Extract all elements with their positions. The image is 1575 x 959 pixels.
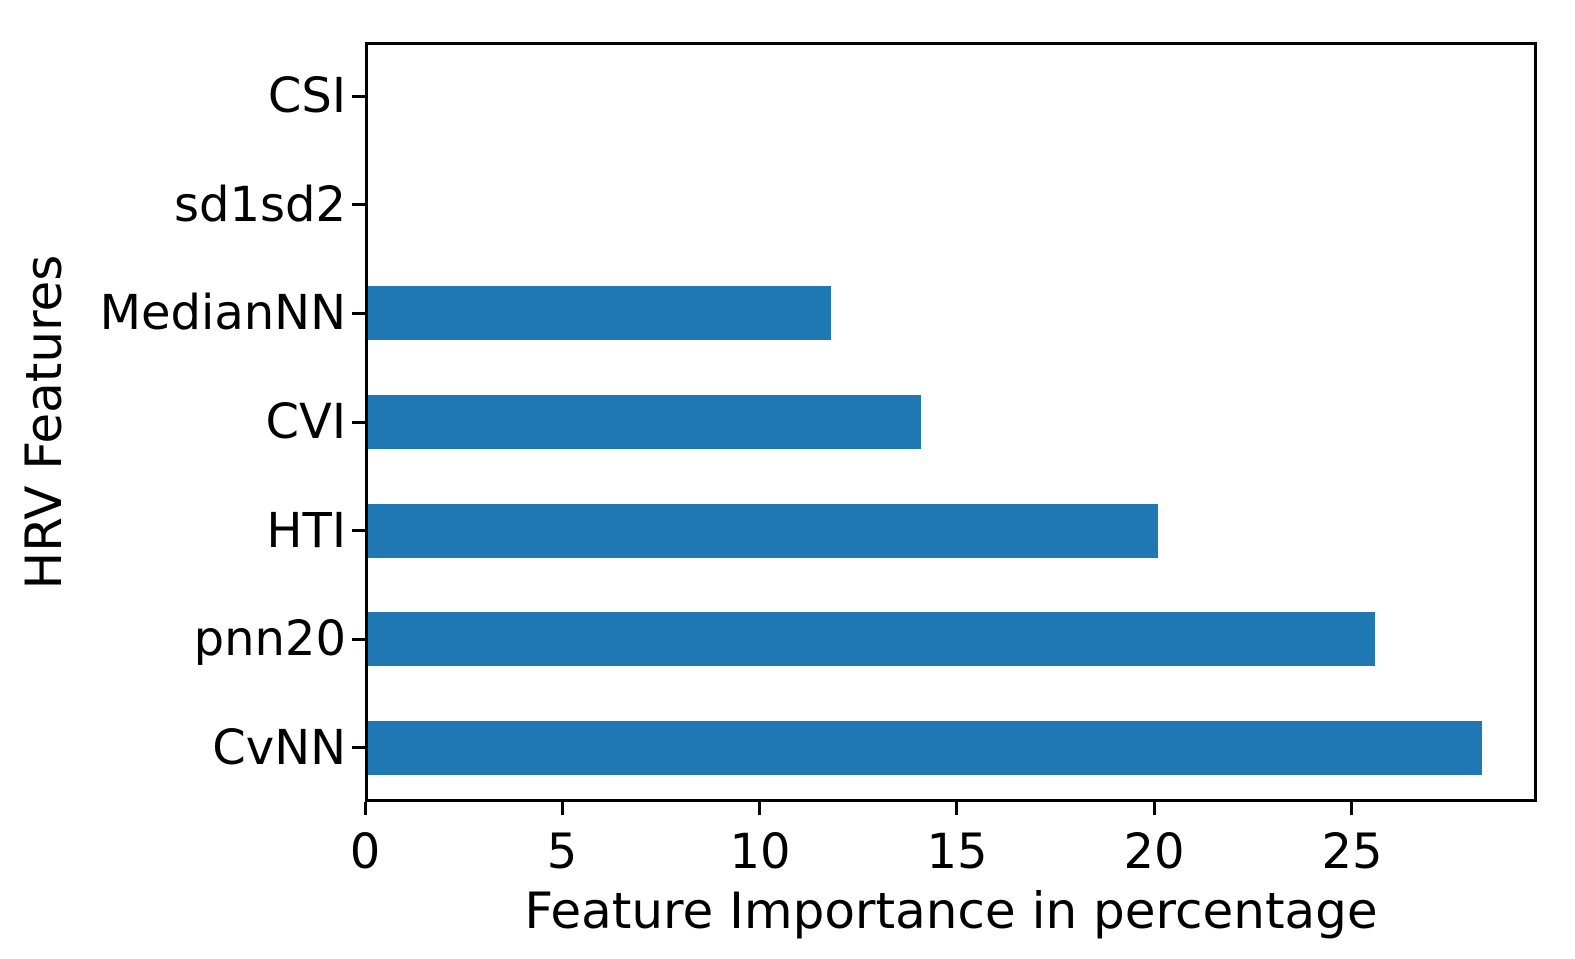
- bar-HTI: [368, 504, 1158, 558]
- y-tick-label-HTI: HTI: [266, 503, 346, 559]
- x-tick-label-20: 20: [1123, 824, 1185, 880]
- bar-pnn20: [368, 612, 1375, 666]
- x-tick-mark-15: [955, 802, 958, 815]
- x-tick-label-25: 25: [1321, 824, 1383, 880]
- x-tick-label-5: 5: [546, 824, 578, 880]
- x-tick-mark-0: [364, 802, 367, 815]
- y-tick-label-CvNN: CvNN: [212, 720, 346, 776]
- x-tick-label-15: 15: [926, 824, 988, 880]
- bar-CVI: [368, 395, 921, 449]
- y-tick-label-CSI: CSI: [267, 68, 346, 124]
- x-axis-title: Feature Importance in percentage: [524, 882, 1378, 940]
- y-tick-mark-MedianNN: [352, 312, 365, 315]
- y-tick-mark-sd1sd2: [352, 203, 365, 206]
- x-tick-label-0: 0: [349, 824, 381, 880]
- y-tick-mark-CVI: [352, 421, 365, 424]
- y-tick-label-sd1sd2: sd1sd2: [173, 177, 346, 233]
- x-tick-mark-5: [561, 802, 564, 815]
- y-tick-label-pnn20: pnn20: [193, 611, 346, 667]
- bar-MedianNN: [368, 286, 831, 340]
- plot-area: [365, 42, 1537, 802]
- y-tick-mark-HTI: [352, 529, 365, 532]
- bar-CvNN: [368, 721, 1482, 775]
- y-tick-mark-pnn20: [352, 638, 365, 641]
- y-tick-label-CVI: CVI: [265, 394, 346, 450]
- x-tick-mark-25: [1350, 802, 1353, 815]
- x-tick-label-10: 10: [729, 824, 791, 880]
- y-tick-label-MedianNN: MedianNN: [99, 285, 346, 341]
- y-tick-mark-CSI: [352, 95, 365, 98]
- x-tick-mark-20: [1153, 802, 1156, 815]
- x-tick-mark-10: [758, 802, 761, 815]
- y-tick-mark-CvNN: [352, 746, 365, 749]
